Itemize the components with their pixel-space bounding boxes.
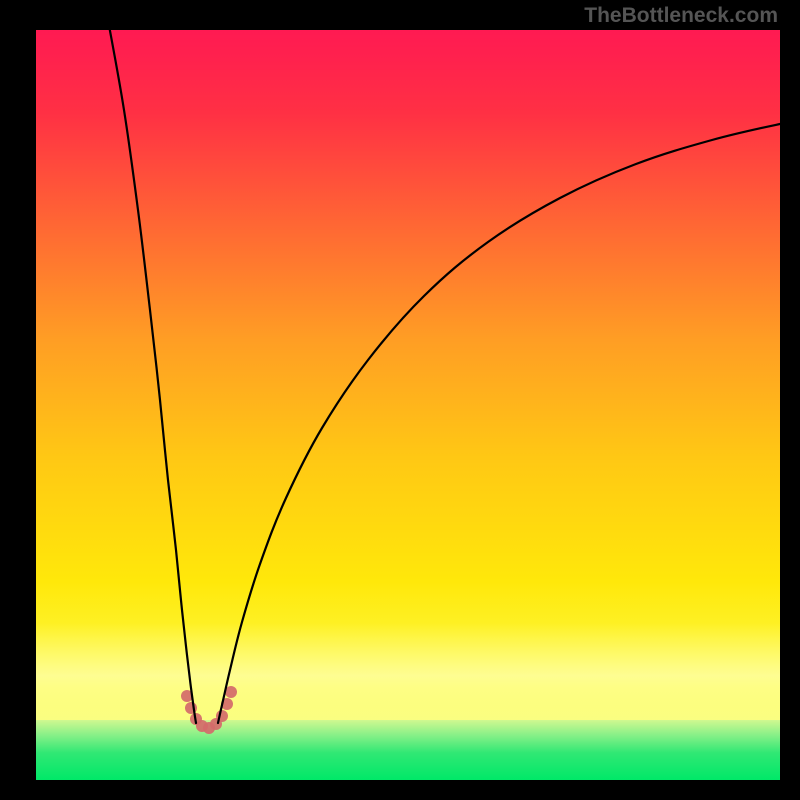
watermark-text: TheBottleneck.com xyxy=(584,4,778,28)
curve-overlay xyxy=(36,30,780,780)
curve-left xyxy=(108,30,196,723)
bottom-marks-group xyxy=(181,686,237,734)
plot-area xyxy=(36,30,780,780)
curve-right xyxy=(218,120,780,723)
